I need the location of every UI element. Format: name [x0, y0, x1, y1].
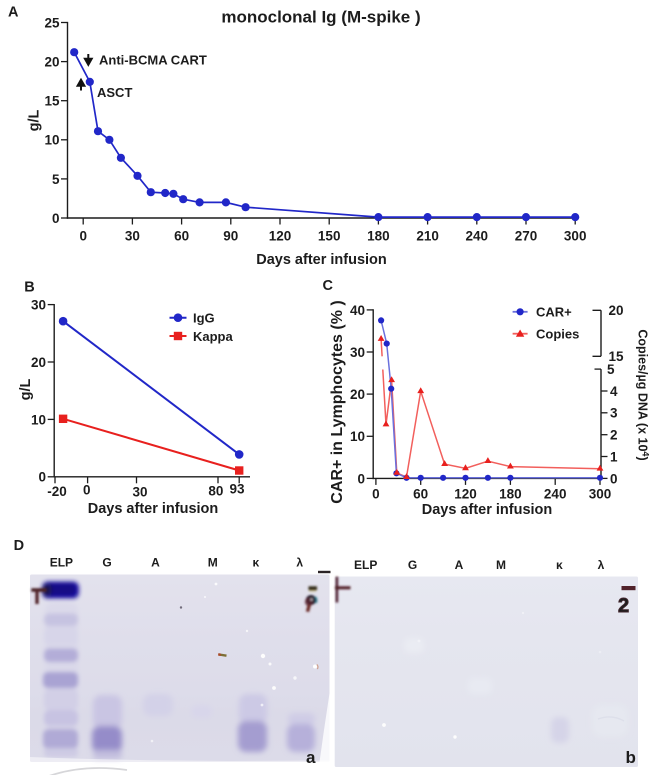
svg-text:240: 240	[466, 229, 489, 244]
svg-text:0: 0	[38, 470, 46, 485]
svg-text:5: 5	[607, 362, 615, 377]
svg-text:C: C	[323, 278, 334, 294]
svg-text:A: A	[455, 558, 464, 572]
svg-text:30: 30	[125, 229, 140, 244]
svg-text:15: 15	[609, 349, 625, 364]
svg-text:A: A	[8, 5, 19, 21]
svg-text:M: M	[496, 558, 506, 572]
svg-text:Days after infusion: Days after infusion	[422, 502, 553, 518]
svg-text:CAR+: CAR+	[536, 305, 572, 320]
svg-text:κ: κ	[556, 558, 563, 572]
svg-text:0: 0	[83, 483, 91, 498]
svg-text:Anti-BCMA CART: Anti-BCMA CART	[99, 53, 207, 68]
svg-text:G: G	[408, 558, 417, 572]
svg-text:2: 2	[618, 595, 629, 617]
svg-text:15: 15	[44, 94, 60, 109]
svg-text:300: 300	[564, 229, 587, 244]
svg-text:90: 90	[223, 229, 238, 244]
svg-text:300: 300	[589, 487, 612, 502]
svg-text:3: 3	[610, 406, 618, 421]
svg-text:120: 120	[269, 229, 292, 244]
svg-text:ELP: ELP	[50, 556, 73, 570]
svg-text:λ: λ	[598, 558, 605, 572]
svg-text:60: 60	[413, 487, 428, 502]
svg-text:CAR+ in Lymphocytes (% ): CAR+ in Lymphocytes (% )	[329, 300, 346, 503]
svg-text:30: 30	[132, 485, 147, 500]
svg-text:IgG: IgG	[193, 311, 215, 326]
svg-text:g/L: g/L	[18, 378, 34, 400]
svg-text:30: 30	[31, 298, 46, 313]
svg-text:4: 4	[610, 384, 618, 399]
svg-text:0: 0	[372, 487, 380, 502]
svg-text:2: 2	[610, 428, 618, 443]
svg-text:B: B	[24, 280, 34, 296]
svg-text:M: M	[208, 556, 218, 570]
svg-text:30: 30	[350, 345, 365, 360]
svg-text:40: 40	[350, 303, 365, 318]
svg-text:Copies: Copies	[536, 327, 579, 342]
svg-text:0: 0	[357, 471, 365, 486]
svg-text:60: 60	[174, 229, 189, 244]
svg-text:a: a	[306, 748, 316, 767]
svg-text:ASCT: ASCT	[97, 85, 132, 100]
svg-text:0: 0	[610, 471, 618, 486]
svg-text:240: 240	[544, 487, 567, 502]
svg-text:20: 20	[609, 303, 624, 318]
svg-text:10: 10	[31, 412, 46, 427]
svg-text:10: 10	[350, 429, 365, 444]
svg-text:210: 210	[416, 229, 439, 244]
svg-text:g/L: g/L	[27, 109, 43, 131]
svg-text:10: 10	[44, 133, 59, 148]
svg-text:λ: λ	[296, 556, 303, 570]
svg-text:80: 80	[208, 484, 223, 499]
svg-text:270: 270	[515, 229, 538, 244]
svg-text:120: 120	[454, 487, 477, 502]
svg-text:κ: κ	[253, 556, 260, 570]
svg-text:150: 150	[318, 229, 341, 244]
svg-text:A: A	[151, 556, 160, 570]
svg-text:5: 5	[52, 172, 60, 187]
svg-text:b: b	[626, 748, 636, 767]
svg-text:20: 20	[44, 55, 59, 70]
svg-text:93: 93	[229, 482, 245, 497]
svg-text:20: 20	[350, 387, 365, 402]
svg-text:ELP: ELP	[354, 558, 377, 572]
svg-text:Copies/µg DNA (x 104): Copies/µg DNA (x 104)	[636, 329, 651, 460]
svg-text:Days after infusion: Days after infusion	[256, 252, 387, 268]
svg-text:25: 25	[44, 15, 60, 30]
svg-text:0: 0	[52, 211, 60, 226]
svg-text:monoclonal Ig (M-spike ): monoclonal Ig (M-spike )	[221, 8, 420, 27]
svg-text:1: 1	[610, 449, 618, 464]
svg-text:180: 180	[499, 487, 522, 502]
svg-text:Days after infusion: Days after infusion	[88, 501, 219, 517]
svg-text:20: 20	[31, 355, 46, 370]
svg-text:Kappa: Kappa	[193, 329, 234, 344]
svg-text:0: 0	[79, 229, 87, 244]
svg-text:G: G	[102, 556, 111, 570]
svg-text:180: 180	[367, 229, 390, 244]
svg-text:D: D	[14, 538, 24, 554]
svg-text:-20: -20	[47, 484, 67, 499]
